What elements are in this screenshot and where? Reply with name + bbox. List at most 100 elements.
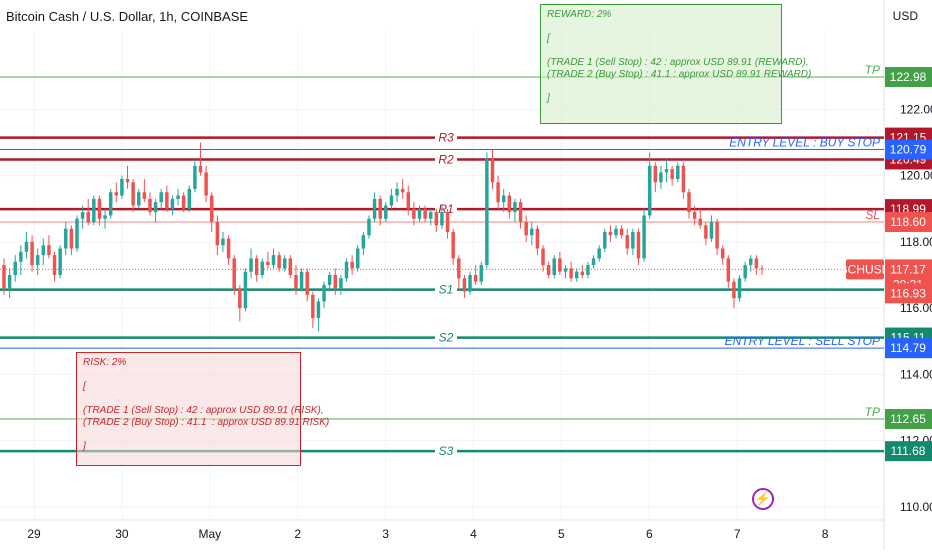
level-label: S3: [439, 444, 454, 458]
candle-body: [642, 215, 646, 259]
price-tag-text: 114.79: [890, 341, 926, 355]
level-label: R2: [438, 152, 454, 166]
candle-body: [271, 255, 276, 266]
candle-body: [170, 198, 175, 209]
candle-body: [176, 195, 180, 199]
reward-note[interactable]: REWARD: 2% [ (TRADE 1 (Sell Stop) : 42 :…: [540, 4, 811, 124]
candle-body: [204, 172, 208, 196]
x-tick-label: 7: [734, 527, 741, 541]
price-tag-down-text: 116.93: [890, 286, 926, 300]
candle-body: [546, 265, 551, 275]
candle-body: [608, 231, 613, 236]
level-label-bg: [435, 281, 457, 298]
candle-body: [254, 258, 259, 275]
candle-body: [153, 202, 158, 213]
candle-body: [647, 165, 652, 216]
level-label-bg: [435, 129, 457, 146]
candle-body: [58, 248, 62, 275]
x-tick-label: 29: [27, 527, 41, 541]
candle-body: [636, 231, 641, 259]
level-label: ENTRY LEVEL : SELL STOP: [725, 334, 880, 348]
candle-body: [614, 228, 618, 236]
candle-body: [720, 248, 725, 259]
candle-body: [35, 255, 40, 266]
candle-body: [327, 275, 332, 285]
candle-body: [395, 188, 399, 196]
candle-body: [625, 235, 629, 249]
candle-body: [535, 228, 540, 249]
candle-body: [193, 165, 197, 189]
candle-body: [103, 215, 107, 219]
y-tick-label: 114.00: [900, 367, 932, 381]
candle-body: [339, 278, 343, 289]
candle-body: [142, 192, 147, 199]
candle-body: [299, 271, 304, 289]
price-tag-text: 118.60: [890, 215, 926, 229]
candle-body: [232, 258, 236, 289]
candle-body: [496, 182, 500, 203]
candle-body: [311, 294, 315, 319]
candle-body: [507, 195, 512, 213]
chart-title: Bitcoin Cash / U.S. Dollar, 1h, COINBASE: [6, 9, 249, 24]
level-label-bg: [435, 151, 457, 168]
price-tag: [885, 409, 932, 430]
candle-body: [749, 258, 753, 266]
candle-body: [367, 218, 371, 236]
candle-body: [485, 159, 489, 266]
candle-body: [322, 284, 326, 302]
candle-body: [692, 212, 697, 219]
candle-body: [378, 198, 382, 219]
candle-body: [92, 198, 96, 223]
candle-body: [670, 169, 674, 179]
candle-body: [187, 188, 192, 209]
candle-body: [479, 265, 483, 282]
candle-body: [47, 245, 51, 256]
candle-body: [417, 208, 422, 219]
y-tick-label: 122.00: [900, 102, 932, 116]
candle-body: [558, 258, 562, 272]
candle-body: [137, 192, 141, 206]
currency-label: USD: [892, 9, 918, 23]
x-tick-label: 30: [115, 527, 129, 541]
candle-body: [384, 205, 388, 219]
level-label: TP: [865, 405, 880, 419]
candle-body: [468, 275, 472, 292]
candle-body: [159, 192, 163, 203]
candle-body: [86, 212, 90, 223]
candle-body: [451, 231, 455, 259]
candle-body: [653, 165, 658, 183]
symbol-tag-text: BCHUSD: [840, 262, 891, 276]
level-label-bg: [435, 329, 457, 346]
candle-body: [238, 288, 242, 309]
candle-body: [687, 192, 691, 213]
candle-body: [249, 258, 253, 272]
candle-body: [659, 172, 663, 183]
lightning-icon[interactable]: ⚡: [752, 488, 774, 510]
candle-body: [704, 225, 708, 239]
candle-body: [462, 278, 467, 292]
candle-body: [372, 198, 377, 219]
price-tag-down: [885, 283, 932, 304]
price-tag-text: 112.65: [890, 412, 926, 426]
candle-body: [457, 258, 461, 279]
risk-note[interactable]: RISK: 2% [ (TRADE 1 (Sell Stop) : 42 : a…: [76, 352, 329, 466]
candle-body: [676, 165, 680, 179]
candle-body: [30, 241, 34, 266]
candle-body: [198, 165, 203, 173]
candle-body: [24, 241, 29, 252]
level-label: SL: [865, 208, 880, 222]
candle-body: [243, 271, 248, 309]
candle-body: [580, 271, 585, 275]
candle-body: [473, 275, 478, 282]
candle-body: [260, 261, 265, 275]
candle-body: [664, 169, 669, 173]
level-label-bg: [435, 443, 457, 460]
candle-body: [226, 238, 231, 259]
candle-body: [114, 192, 119, 196]
candle-body: [423, 208, 427, 219]
level-label: S1: [439, 283, 454, 297]
candle-body: [434, 212, 439, 226]
price-tag-text: 122.98: [890, 70, 927, 84]
